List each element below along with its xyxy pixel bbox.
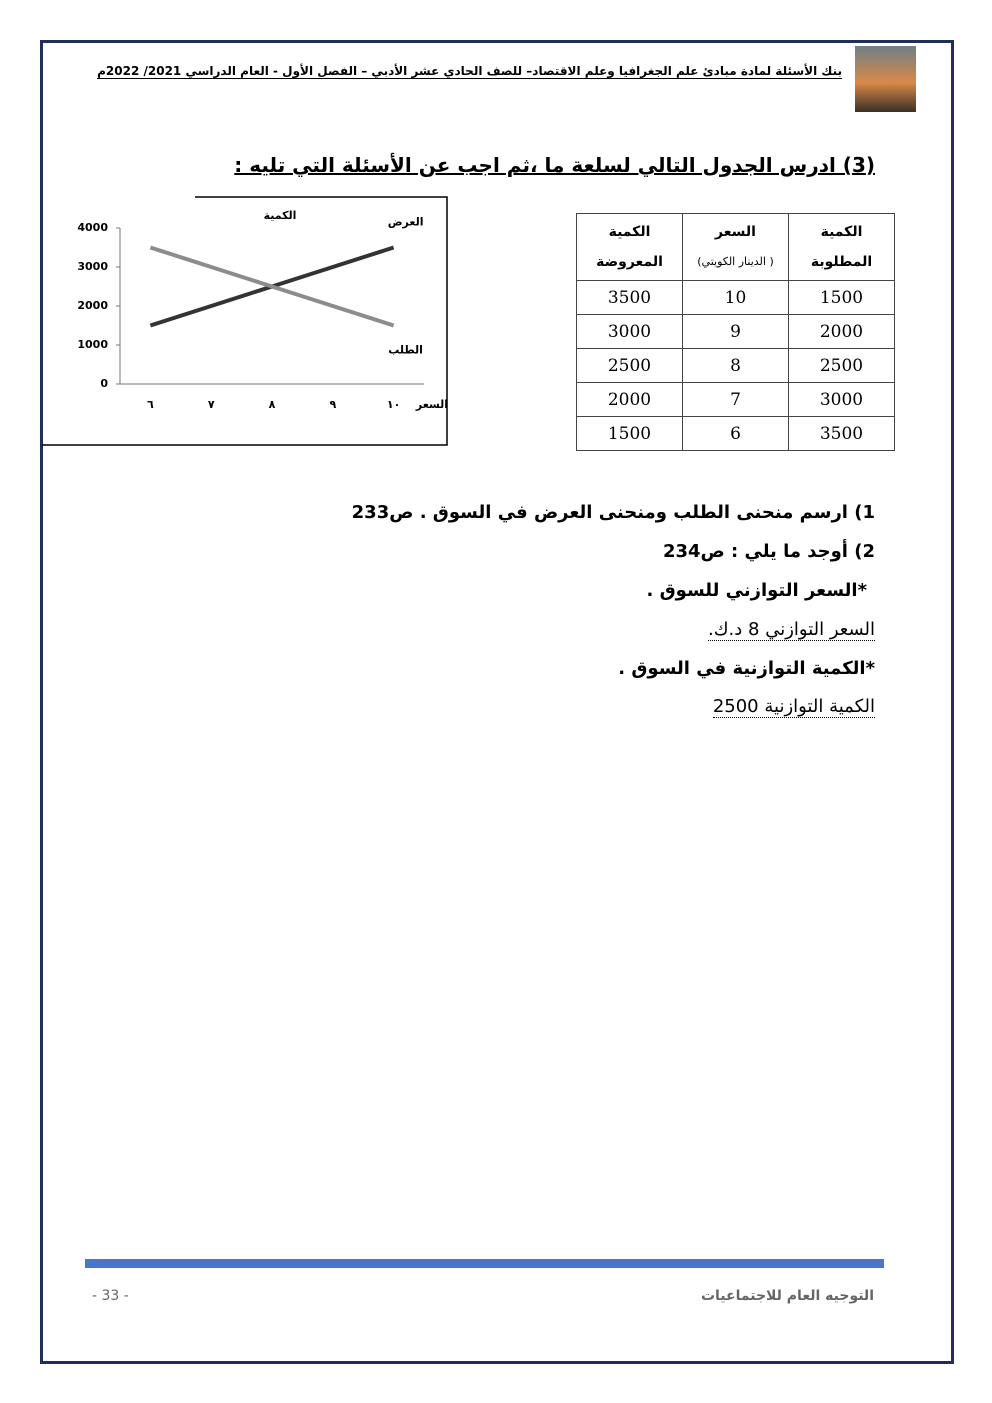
header-text: الكمية [608,224,651,240]
table-row: 2000 9 3000 [576,314,895,349]
x-tick-label: ١٠ [387,398,400,411]
table-cell: 7 [682,382,789,417]
y-tick-label: 3000 [77,260,108,273]
question-1: 1) ارسم منحنى الطلب ومنحنى العرض في السو… [351,502,875,523]
table-row: 1500 10 3500 [576,280,895,315]
table-row: 3000 7 2000 [576,382,895,417]
table-cell: 2500 [576,348,683,383]
header-text: السعر [715,224,756,240]
question-2b: *الكمية التوازنية في السوق . [618,658,875,679]
chart-frame [42,196,448,446]
table-row: 3500 6 1500 [576,416,895,451]
chart: الكمية السعر 0 1000 2000 3000 4000 ٦ ٧ ٨ ٩ ١٠ العر… [42,196,448,446]
header-image [855,46,916,112]
series-label: الطلب [388,344,423,357]
header-title: بنك الأسئلة لمادة مبادئ علم الجغرافيا وع… [97,64,842,79]
question-2: 2) أوجد ما يلي : ص234 [662,541,875,562]
x-tick-label: ٧ [208,398,215,411]
footer-bar [85,1259,884,1268]
y-tick-label: 2000 [77,299,108,312]
page-number: - 33 - [92,1288,129,1304]
answer-2b: الكمية التوازنية 2500 [712,696,875,718]
table-cell: 9 [682,314,789,349]
table-cell: 3000 [788,382,895,417]
series-line [149,245,395,328]
header-text: الكمية [820,224,863,240]
y-axis-label: الكمية [264,209,297,222]
x-tick-label: ٩ [329,398,336,411]
data-table: الكمية المطلوبة السعر ( الدينار الكويتي) الك… [576,213,895,451]
question-title: (3) ادرس الجدول التالي لسلعة ما ،ثم اجب … [234,153,875,177]
table-cell: 3500 [788,416,895,451]
table-cell: 2000 [788,314,895,349]
table-cell: 8 [682,348,789,383]
table-cell: 6 [682,416,789,451]
table-row: 2500 8 2500 [576,348,895,383]
page-frame [40,40,954,1364]
x-tick-label: ٨ [269,398,276,411]
table-cell: 1500 [576,416,683,451]
x-tick-label: ٦ [147,398,154,411]
header-cell: الكمية المطلوبة [788,213,895,281]
x-axis-label: السعر [415,398,448,411]
y-tick-label: 0 [100,377,108,390]
header-cell: السعر ( الدينار الكويتي) [682,213,789,281]
y-tick-label: 1000 [77,338,108,351]
header-text: المطلوبة [810,254,873,270]
question-2a: *السعر التوازني للسوق . [646,580,867,601]
table-cell: 2500 [788,348,895,383]
table-cell: 2000 [576,382,683,417]
table-cell: 1500 [788,280,895,315]
header-cell: الكمية المعروضة [576,213,683,281]
table-cell: 10 [682,280,789,315]
header-text: المعروضة [596,254,663,270]
footer-org: التوجيه العام للاجتماعيات [700,1288,874,1304]
table-cell: 3000 [576,314,683,349]
y-tick-label: 4000 [77,221,108,234]
answer-2a: السعر التوازني 8 د.ك. [707,619,875,641]
series-label: العرض [388,216,424,229]
table-cell: 3500 [576,280,683,315]
header-text: ( الدينار الكويتي) [697,255,774,268]
